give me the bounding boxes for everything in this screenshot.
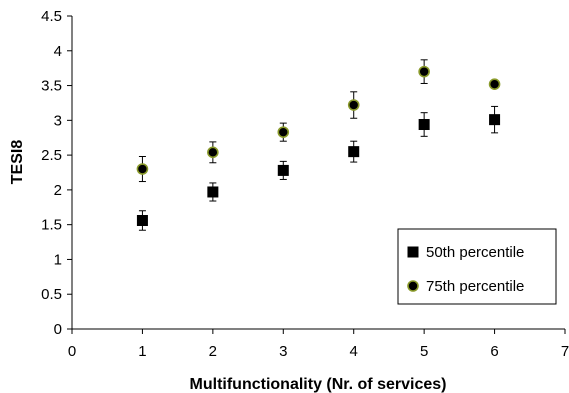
data-point-50th-percentile: [207, 186, 218, 197]
x-tick-label: 1: [138, 343, 146, 360]
tick-labels: 0 0.5 1 1.5 2 2.5 3 3.5 4 4.5 0 1 2 3 4 5 6 7: [41, 8, 569, 360]
y-tick-label: 3: [54, 112, 62, 129]
data-marks: [137, 67, 500, 226]
y-tick-label: 0: [54, 321, 62, 338]
data-point-75th-percentile: [419, 67, 429, 77]
y-tick-label: 2.5: [41, 147, 62, 164]
y-tick-label: 1: [54, 251, 62, 268]
data-point-50th-percentile: [137, 215, 148, 226]
x-axis-title: Multifunctionality (Nr. of services): [190, 376, 447, 393]
y-tick-label: 4: [54, 43, 62, 60]
data-point-50th-percentile: [489, 114, 500, 125]
legend-marker-square: [408, 247, 419, 258]
data-point-50th-percentile: [419, 119, 430, 130]
y-tick-label: 3.5: [41, 78, 62, 95]
data-point-75th-percentile: [137, 164, 147, 174]
y-tick-label: 2: [54, 182, 62, 199]
legend-marker-circle: [408, 281, 418, 291]
x-tick-label: 7: [561, 343, 569, 360]
legend-label: 75th percentile: [426, 278, 524, 295]
y-tick-label: 0.5: [41, 286, 62, 303]
data-point-50th-percentile: [348, 146, 359, 157]
x-tick-label: 3: [279, 343, 287, 360]
x-tick-label: 2: [209, 343, 217, 360]
data-point-75th-percentile: [278, 127, 288, 137]
error-bars: [139, 60, 498, 230]
data-point-50th-percentile: [278, 165, 289, 176]
x-tick-label: 5: [420, 343, 428, 360]
y-tick-label: 4.5: [41, 8, 62, 25]
legend: 50th percentile 75th percentile: [398, 229, 556, 304]
data-point-75th-percentile: [208, 147, 218, 157]
data-point-75th-percentile: [490, 79, 500, 89]
y-tick-label: 1.5: [41, 217, 62, 234]
legend-label: 50th percentile: [426, 244, 524, 261]
x-tick-label: 6: [490, 343, 498, 360]
data-point-75th-percentile: [349, 100, 359, 110]
y-axis-title: TESI8: [9, 140, 26, 185]
x-tick-label: 0: [68, 343, 76, 360]
x-tick-label: 4: [350, 343, 358, 360]
